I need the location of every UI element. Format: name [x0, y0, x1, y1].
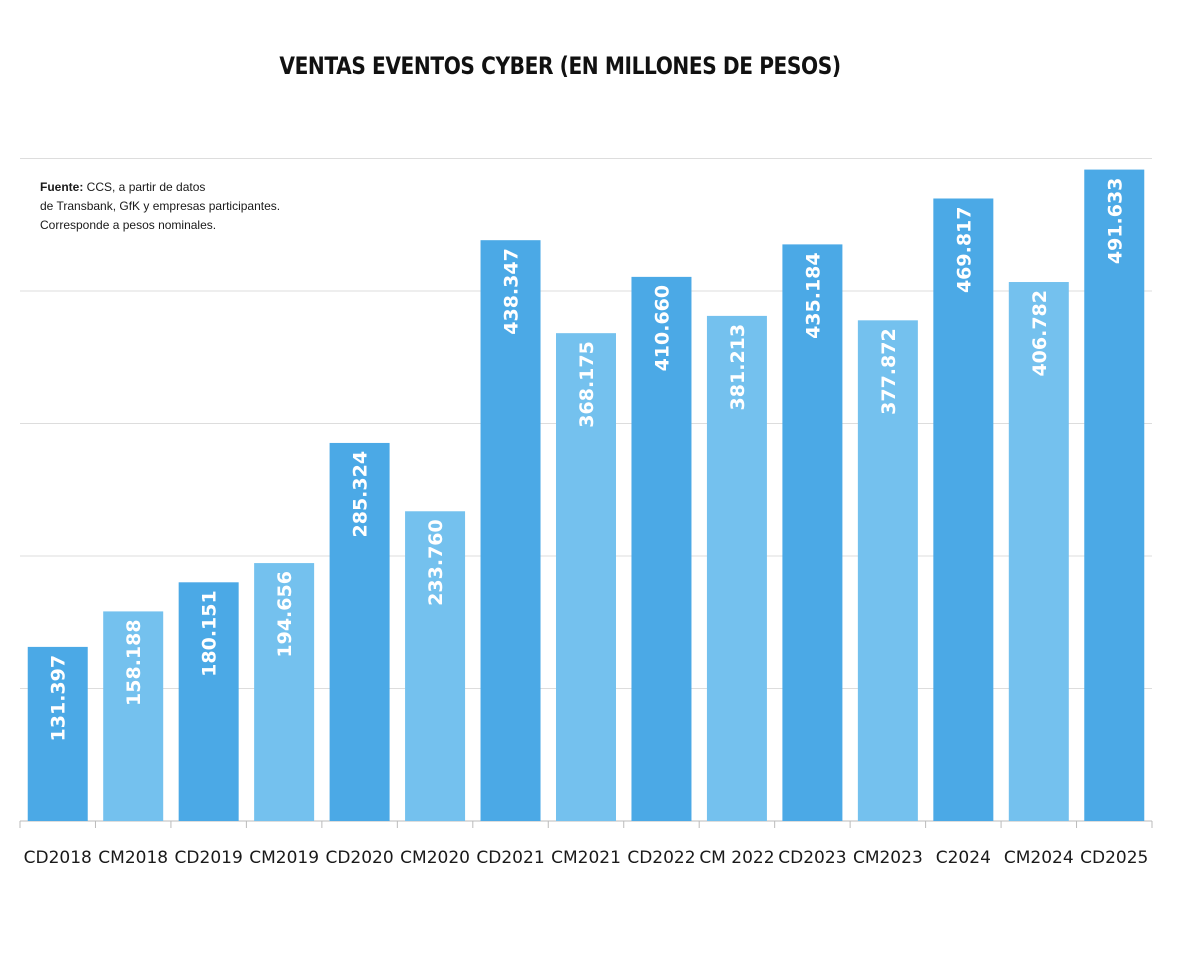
- source-note: Fuente: CCS, a partir de datos de Transb…: [40, 178, 280, 235]
- x-tick-label: CD2019: [175, 848, 243, 868]
- x-tick-label: CD2025: [1080, 848, 1148, 868]
- bar-value-label: 469.817: [953, 206, 975, 293]
- bar-value-label: 194.656: [274, 571, 296, 658]
- bar: [405, 511, 466, 821]
- x-tick-label: CM2018: [98, 848, 168, 868]
- source-text: CCS, a partir de datos: [83, 180, 206, 194]
- bar-value-label: 368.175: [576, 341, 598, 428]
- bar-value-label: 377.872: [878, 328, 900, 415]
- chart-title: VENTAS EVENTOS CYBER (EN MILLONES DE PES…: [279, 52, 841, 80]
- x-tick-label: C2024: [936, 848, 991, 868]
- bar: [1008, 282, 1069, 821]
- bar-value-label: 158.188: [123, 619, 145, 706]
- source-line-3: Corresponde a pesos nominales.: [40, 218, 217, 232]
- bar: [480, 240, 541, 821]
- x-tick-label: CD2018: [24, 848, 92, 868]
- bar: [178, 582, 239, 821]
- bar: [631, 276, 692, 821]
- bar-value-label: 435.184: [802, 252, 824, 339]
- bar: [782, 244, 843, 821]
- x-tick-label: CM2023: [853, 848, 923, 868]
- bar-value-label: 410.660: [651, 285, 673, 372]
- x-tick-label: CM2020: [400, 848, 470, 868]
- bar-value-label: 233.760: [425, 519, 447, 606]
- x-tick-label: CD2020: [325, 848, 393, 868]
- bar-value-label: 406.782: [1029, 290, 1051, 377]
- bar-value-label: 381.213: [727, 324, 749, 411]
- x-tick-label: CD2021: [476, 848, 544, 868]
- bar: [706, 315, 767, 821]
- x-tick-label: CD2023: [778, 848, 846, 868]
- x-tick-label: CM2019: [249, 848, 319, 868]
- x-tick-label: CD2022: [627, 848, 695, 868]
- bar-value-label: 438.347: [501, 248, 523, 335]
- bar-value-label: 491.633: [1104, 178, 1126, 265]
- source-line-2: de Transbank, GfK y empresas participant…: [40, 199, 281, 213]
- bar: [254, 563, 315, 821]
- bar: [103, 611, 164, 821]
- bar: [329, 442, 390, 821]
- bar: [857, 320, 918, 821]
- bar: [1084, 169, 1145, 821]
- bar-value-label: 180.151: [199, 590, 221, 677]
- x-tick-label: CM 2022: [699, 848, 774, 868]
- x-tick-label: CM2024: [1004, 848, 1074, 868]
- bar: [27, 646, 88, 821]
- x-tick-label: CM2021: [551, 848, 621, 868]
- bar-value-label: 285.324: [350, 451, 372, 538]
- bar: [933, 198, 994, 821]
- bar: [556, 333, 616, 821]
- bar-value-label: 131.397: [48, 655, 70, 742]
- source-label: Fuente:: [40, 180, 84, 194]
